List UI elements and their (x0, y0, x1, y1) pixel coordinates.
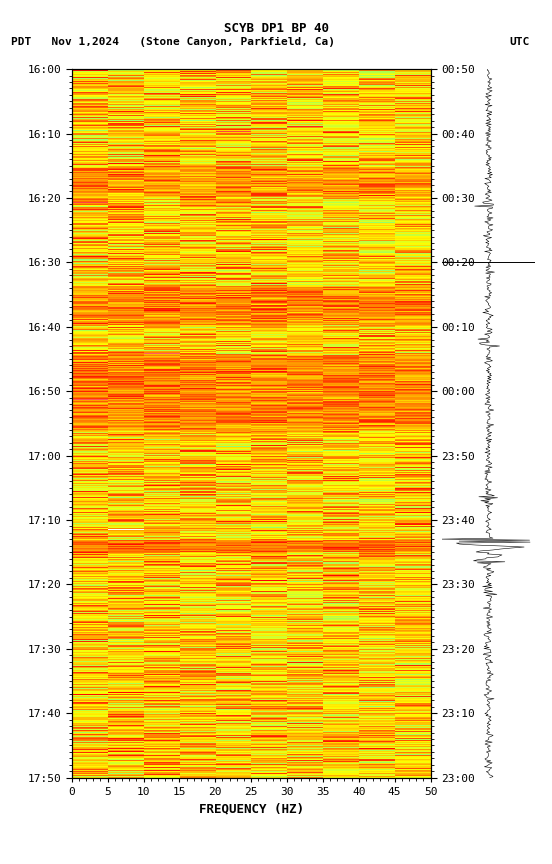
X-axis label: FREQUENCY (HZ): FREQUENCY (HZ) (199, 802, 304, 815)
Text: SCYB DP1 BP 40: SCYB DP1 BP 40 (224, 22, 328, 35)
Text: PDT   Nov 1,2024   (Stone Canyon, Parkfield, Ca): PDT Nov 1,2024 (Stone Canyon, Parkfield,… (11, 37, 335, 48)
Text: UTC: UTC (509, 37, 530, 48)
